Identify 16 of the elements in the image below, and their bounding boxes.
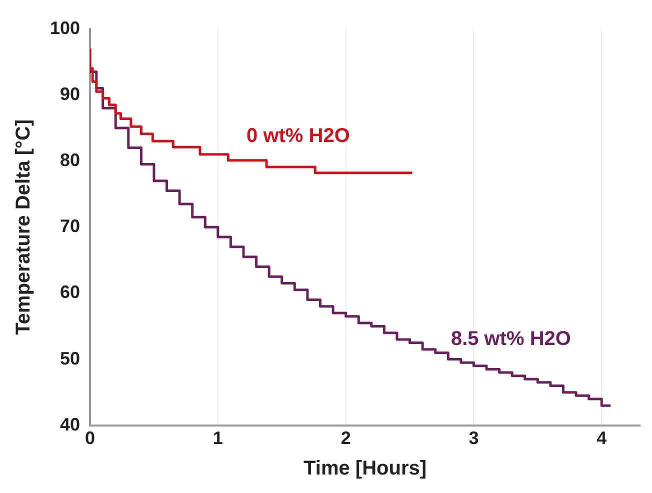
y-tick-label: 90 — [60, 84, 80, 104]
y-tick-label: 70 — [60, 216, 80, 236]
x-tick-label: 3 — [468, 428, 479, 448]
y-tick-label: 100 — [50, 18, 80, 38]
x-tick-label: 1 — [212, 428, 223, 448]
x-axis-title: Time [Hours] — [304, 458, 427, 480]
x-tick-label: 0 — [85, 428, 96, 448]
y-axis-title: Temperature Delta [°C] — [12, 119, 35, 335]
y-tick-label: 60 — [60, 282, 80, 302]
x-tick-label: 4 — [596, 428, 607, 448]
series-label: 8.5 wt% H2O — [450, 328, 571, 350]
y-tick-label: 80 — [60, 150, 80, 170]
series-label: 0 wt% H2O — [246, 124, 350, 147]
y-tick-label: 40 — [60, 414, 80, 434]
x-tick-label: 2 — [340, 428, 351, 448]
y-tick-label: 50 — [60, 348, 80, 368]
